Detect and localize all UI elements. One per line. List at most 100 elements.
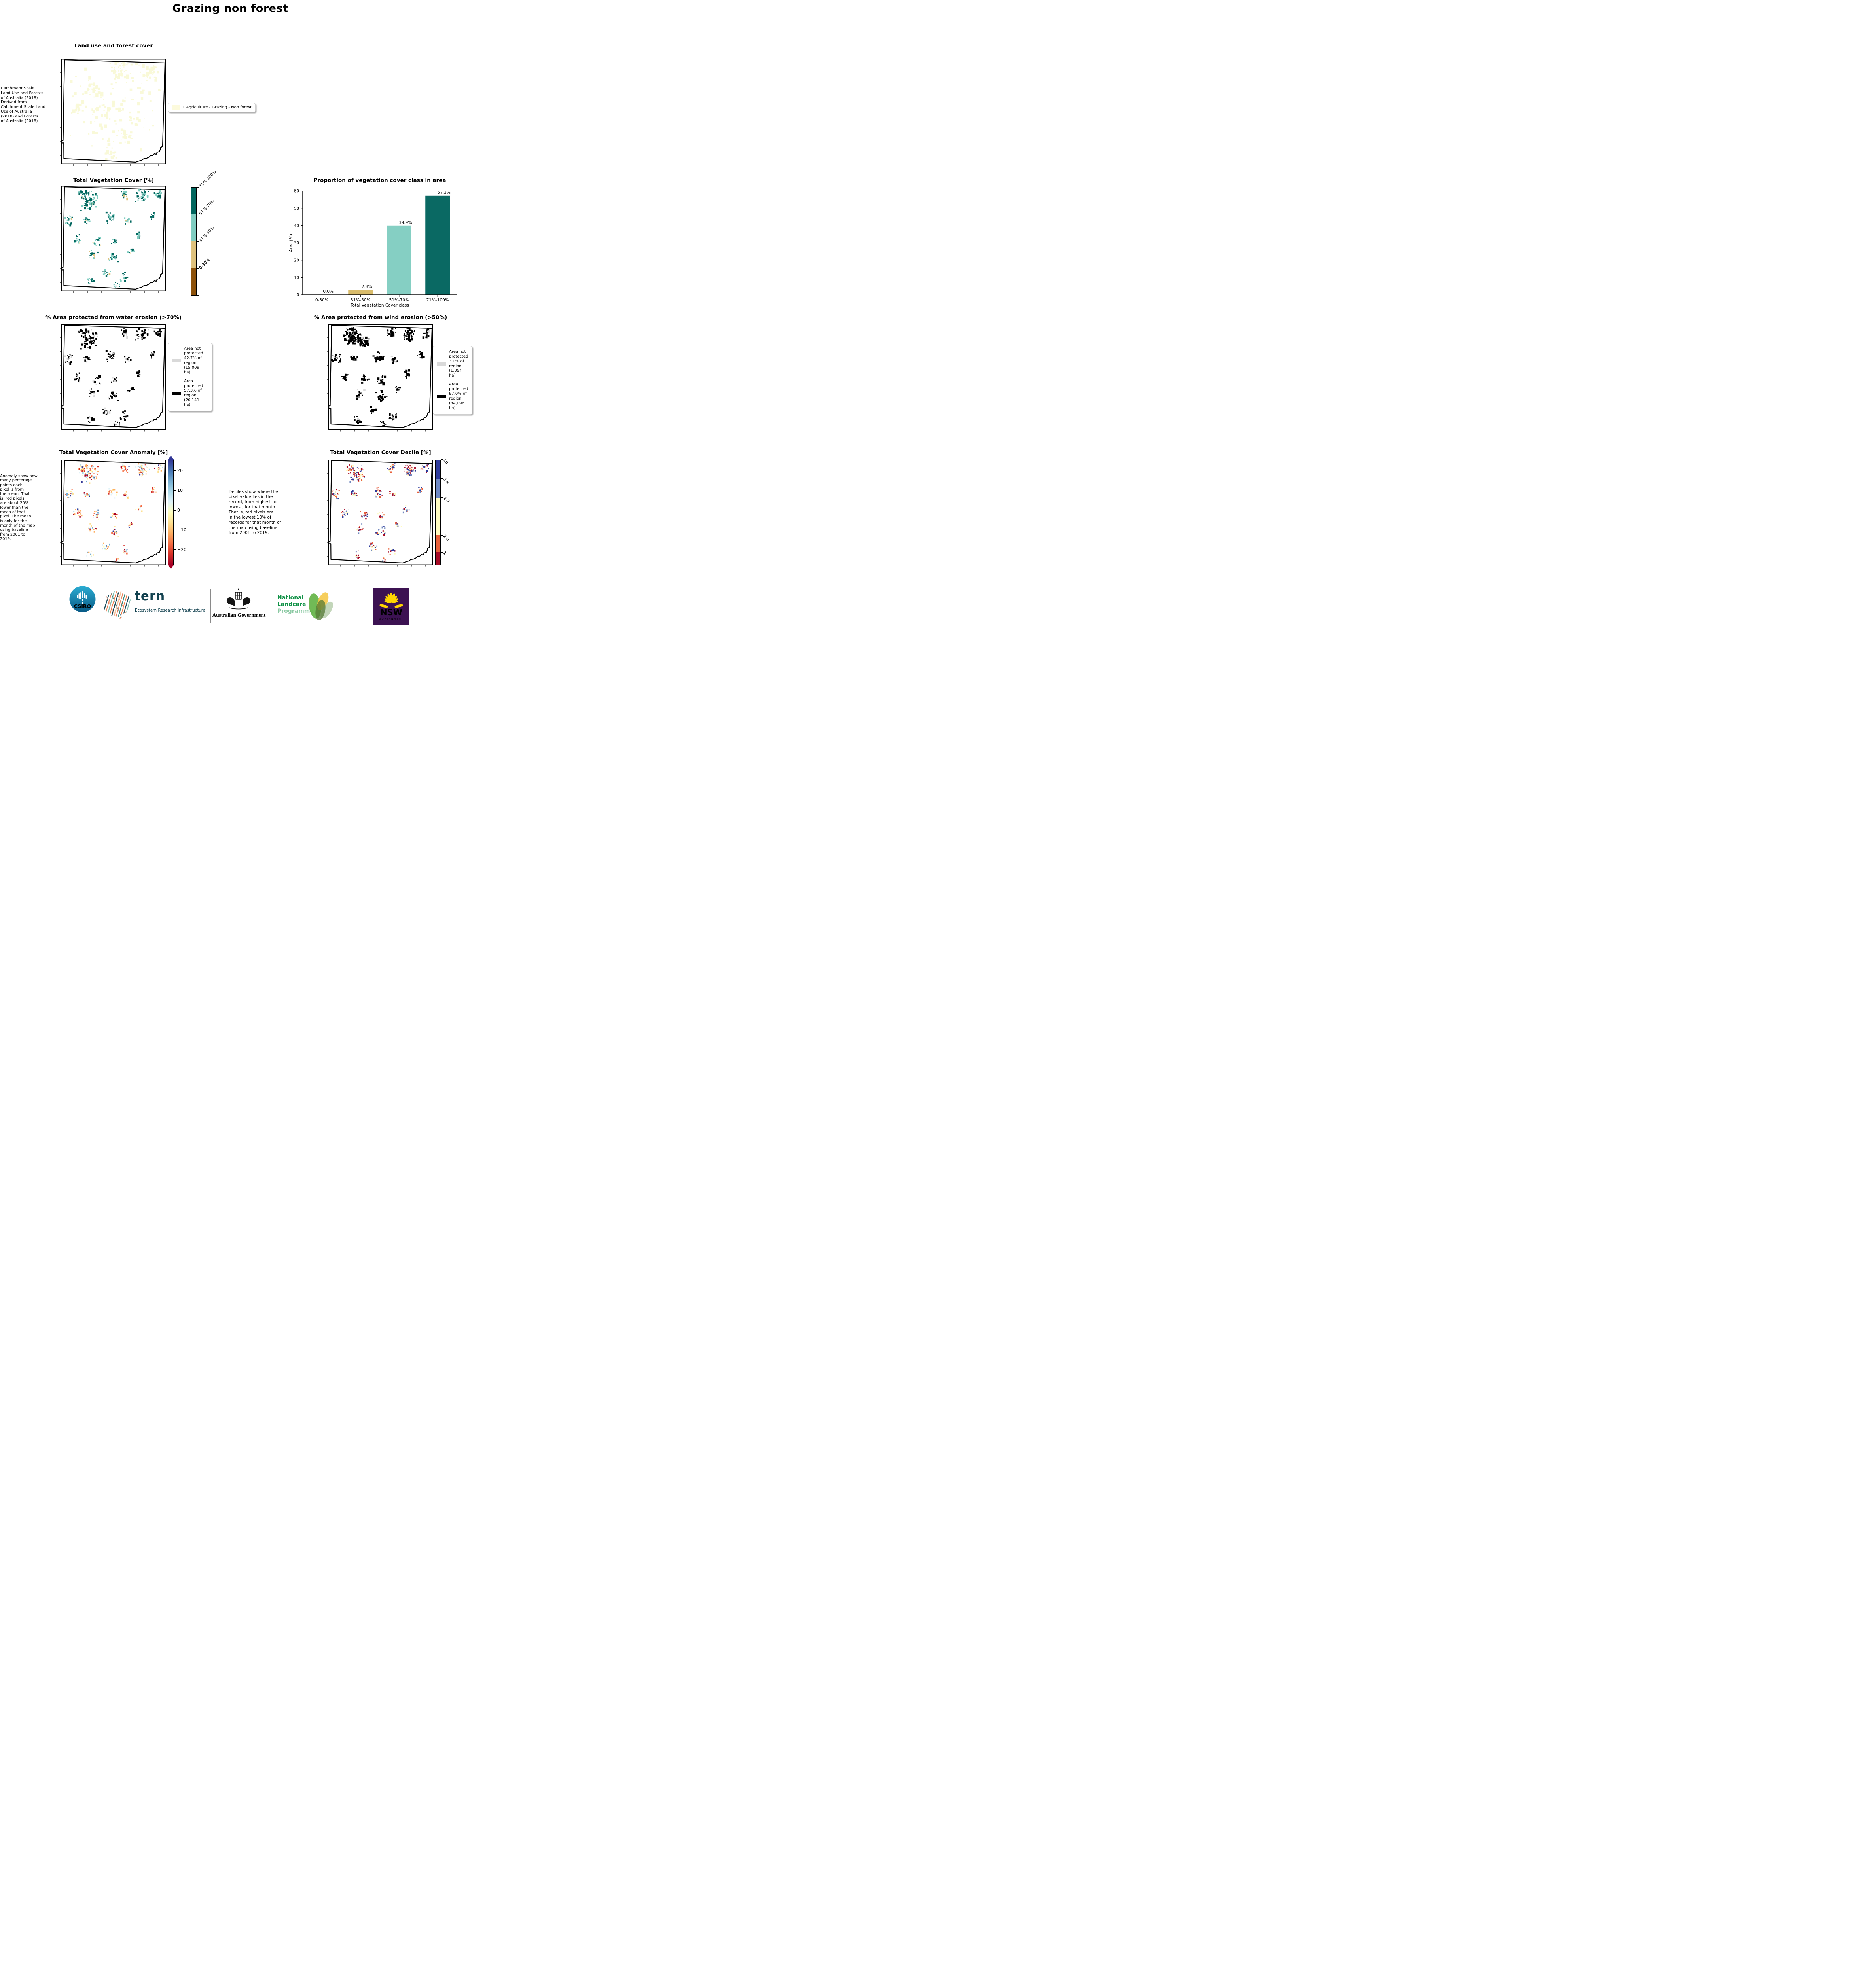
panel-title-decile: Total Vegetation Cover Decile [%] [330,449,431,456]
legend-swatch [437,395,446,398]
panel-title-wind: % Area protected from wind erosion (>50%… [314,315,447,321]
legend-swatch [172,392,181,395]
bar-31%-50% [348,290,373,295]
anomaly-colorbar: 20 10 0 −10 −20 [167,455,186,569]
map-frame [328,324,433,430]
colorbar-segment [191,241,196,268]
x-tick-label: 71%-100% [426,298,449,303]
colorbar-tick-label: 10 [442,458,449,465]
water-erosion-legend: Area not protected 42.7% of region (15,0… [168,343,212,411]
chart-ylabel: Area (%) [289,234,294,252]
landcare-line-1: National [277,595,304,601]
colorbar-tick-label: 8-9 [442,477,451,485]
colorbar-tick-label: 1 [442,550,447,556]
legend-entry: Area protected 57.3% of region (20,141 h… [172,379,208,407]
colorbar-tick-label: 51%-70% [198,198,216,216]
nsw-government-label: GOVERNMENT [379,617,404,620]
legend-entry: Area not protected 42.7% of region (15,0… [172,347,208,375]
map-frame [61,59,166,165]
colorbar-tick [441,459,443,460]
bar-value-label: 39.9% [399,220,412,225]
page-title: Grazing non forest [172,2,288,15]
bar-value-label: 57.3% [438,190,451,195]
colorbar-tick [174,510,176,511]
colorbar-tick-label: −10 [177,527,187,532]
panel-title-veg: Total Vegetation Cover [%] [73,177,154,184]
colorbar-tick-label: 4-7 [442,496,451,504]
vegetation-colorbar: 71%-100% 51%-70% 31%-50% 0-30% [191,169,218,296]
colorbar-tick-label: 0 [177,507,180,513]
bar-value-label: 0.0% [323,289,334,294]
map-frame [61,459,166,565]
bar-71%-100% [425,195,450,295]
x-tick-label: 31%-50% [351,298,370,303]
colorbar-body [191,187,197,296]
colorbar-tick-label: 20 [177,468,183,473]
colorbar-segment [436,479,440,498]
legend-entry: Area not protected 3.0% of region (1,054… [437,350,468,378]
chart-frame [302,191,457,295]
colorbar-segment [191,268,196,295]
legend-label: Area protected 57.3% of region (20,141 h… [184,379,203,407]
y-tick-label: 20 [294,258,299,263]
legend-swatch [172,359,181,362]
colorbar-tick [174,490,176,491]
colorbar-segment [191,214,196,241]
x-tick-label: 0-30% [315,298,329,303]
colorbar-tick [174,470,176,471]
colorbar-tick [197,295,199,296]
colorbar-tick [197,187,199,188]
bar-51%-70% [387,225,411,295]
colorbar-tick-label: 10 [177,487,183,493]
nsw-label: NSW [380,608,402,617]
legend-label: Area not protected 3.0% of region (1,054… [449,350,468,378]
colorbar-tick-label: 71%-100% [198,169,218,189]
map-frame [328,459,433,565]
tern-australia-art-icon [102,591,131,620]
colorbar-tick [174,549,176,550]
map-frame [61,186,166,292]
colorbar-tick [441,478,443,479]
chart-title: Proportion of vegetation cover class in … [313,177,446,184]
panel-title-anomaly: Total Vegetation Cover Anomaly [%] [59,449,168,456]
region-boundary [328,324,433,428]
australian-government-crest-icon: ★ [226,588,251,610]
region-boundary [61,460,166,564]
landuse-legend-swatch [172,105,180,110]
report-page: Grazing non forest Land use and forest c… [0,0,475,633]
anomaly-map [60,459,166,567]
national-landcare-wordmark: National Landcare Programme [277,595,314,615]
footer-divider-1 [210,589,211,623]
colorbar-arrow-down [167,565,174,569]
y-tick-label: 60 [294,189,299,194]
proportion-bar-chart: 0 10 20 30 40 50 60 0.0% 0-30% 2.8% 31%-50% 39.9% 51… [294,189,457,303]
y-tick-label: 50 [294,206,299,211]
csiro-logo-icon: CSIRO [69,586,96,612]
y-tick-label: 0 [296,293,299,297]
map-pixels [67,60,161,161]
colorbar-segment [436,535,440,552]
australian-government-label: Australian Government [212,612,266,618]
water-erosion-map [60,324,166,432]
legend-entry: Area protected 97.0% of region (34,096 h… [437,382,468,411]
legend-label: Area not protected 42.7% of region (15,0… [184,347,203,375]
colorbar-segment [436,460,440,479]
region-boundary [61,324,166,428]
region-boundary [61,186,166,290]
panel-title-water: % Area protected from water erosion (>70… [45,315,182,321]
y-tick-label: 40 [294,224,299,228]
colorbar-tick [441,535,443,536]
region-boundary [328,460,433,564]
map-pixels [332,462,429,563]
colorbar-tick [197,241,199,242]
colorbar-arrow-up [167,455,174,460]
vegetation-cover-map [60,186,166,293]
colorbar-segment [436,498,440,536]
colorbar-body [435,460,441,565]
anomaly-side-text: Anomaly show how many percetage points e… [0,474,38,542]
decile-side-text: Deciles show where the pixel value lies … [229,489,281,536]
landuse-side-text: Catchment Scale Land Use and Forests of … [1,86,45,123]
panel-title-landuse: Land use and forest cover [74,43,153,49]
colorbar-segment [191,188,196,214]
landcare-line-3: Programme [277,608,314,615]
